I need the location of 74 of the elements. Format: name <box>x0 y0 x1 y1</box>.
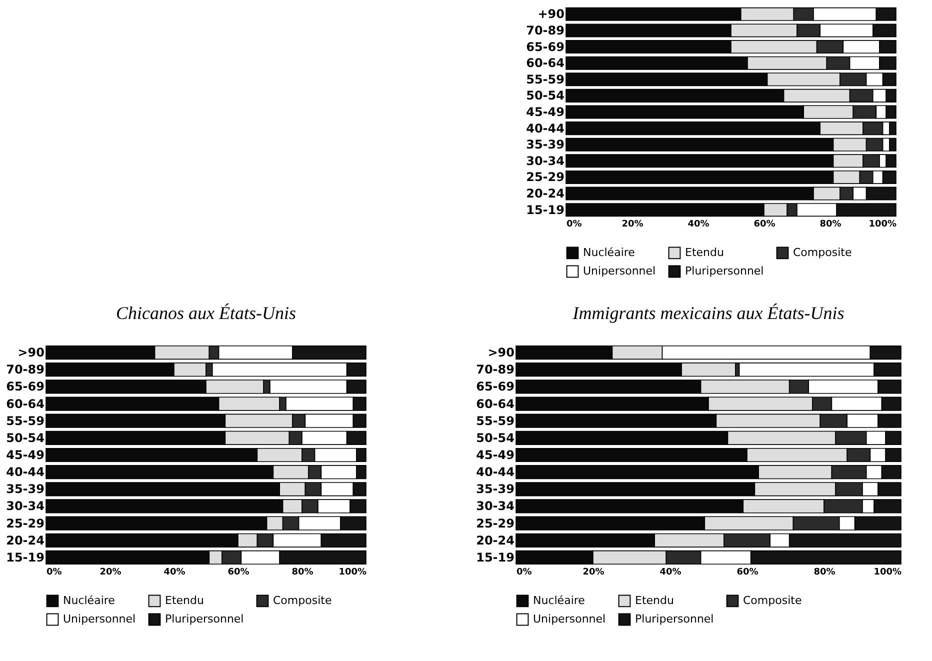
y-tick-label: 25-29 <box>526 170 564 184</box>
legend-label: Unipersonnel <box>533 612 606 626</box>
y-tick-label: 50-54 <box>6 430 44 445</box>
legend-label: Etendu <box>165 594 204 607</box>
legend-label: Nucléaire <box>533 594 586 607</box>
legend-label: Etendu <box>635 594 674 607</box>
x-tick-label: 80% <box>814 568 836 578</box>
x-tick-label: 60% <box>736 568 758 578</box>
legend-label: Etendu <box>685 246 724 259</box>
legend-label: Nucléaire <box>63 594 116 607</box>
x-tick-label: 100% <box>868 220 896 230</box>
x-tick-label: 20% <box>582 568 604 578</box>
y-tick-label: 70-89 <box>526 23 564 38</box>
x-tick-label: 0% <box>566 220 582 230</box>
x-tick-label: 40% <box>688 220 710 230</box>
y-tick-label: 40-44 <box>526 121 564 136</box>
y-tick-label: >90 <box>488 346 514 360</box>
x-tick-label: 20% <box>100 568 122 578</box>
y-tick-label: 50-54 <box>476 430 514 445</box>
x-tick-label: 60% <box>754 220 776 230</box>
y-tick-label: 35-39 <box>526 138 564 152</box>
y-tick-label: 65-69 <box>6 380 44 394</box>
y-tick-label: 60-64 <box>6 396 44 411</box>
legend-label: Pluripersonnel <box>635 612 714 626</box>
y-tick-label: 60-64 <box>476 396 514 411</box>
y-tick-label: 70-89 <box>476 362 514 377</box>
y-tick-label: 45-49 <box>526 105 564 119</box>
y-tick-label: 25-29 <box>476 516 514 530</box>
legend-label: Composite <box>793 246 852 259</box>
y-tick-label: 30-34 <box>6 499 44 514</box>
y-tick-label: 70-89 <box>6 362 44 377</box>
y-tick-label: 35-39 <box>476 482 514 496</box>
y-tick-label: 20-24 <box>526 186 564 201</box>
x-tick-label: 20% <box>622 220 644 230</box>
legend-label: Nucléaire <box>583 246 636 259</box>
y-tick-label: 15-19 <box>6 550 44 564</box>
y-tick-label: 15-19 <box>476 550 514 564</box>
x-tick-label: 80% <box>820 220 842 230</box>
legend-label: Pluripersonnel <box>165 612 244 626</box>
x-tick-label: 40% <box>660 568 682 578</box>
y-tick-label: 50-54 <box>526 88 564 103</box>
legend-label: Unipersonnel <box>583 264 656 278</box>
y-tick-label: 15-19 <box>526 202 564 217</box>
y-tick-label: 65-69 <box>476 380 514 394</box>
y-tick-label: 60-64 <box>526 56 564 70</box>
x-tick-label: 40% <box>164 568 186 578</box>
chart-title: Chicanos aux États-Unis <box>116 303 296 323</box>
y-tick-label: 40-44 <box>6 465 44 480</box>
y-tick-label: 40-44 <box>476 465 514 480</box>
y-tick-label: 30-34 <box>476 499 514 514</box>
y-tick-label: 55-59 <box>6 414 44 428</box>
y-tick-label: +90 <box>538 7 564 22</box>
y-tick-label: 30-34 <box>526 154 564 168</box>
x-tick-label: 60% <box>228 568 250 578</box>
x-tick-label: 0% <box>46 568 62 578</box>
legend-label: Pluripersonnel <box>685 264 764 278</box>
y-tick-label: 20-24 <box>6 533 44 548</box>
y-tick-label: 45-49 <box>6 448 44 462</box>
y-tick-label: >90 <box>18 346 44 360</box>
y-tick-label: 25-29 <box>6 516 44 530</box>
y-tick-label: 35-39 <box>6 482 44 496</box>
chart-title: Immigrants mexicains aux États-Unis <box>572 303 844 323</box>
legend-label: Unipersonnel <box>63 612 136 626</box>
x-tick-label: 100% <box>874 568 902 578</box>
legend-label: Composite <box>743 594 802 607</box>
legend-label: Composite <box>273 594 332 607</box>
x-tick-label: 80% <box>292 568 314 578</box>
y-tick-label: 55-59 <box>476 414 514 428</box>
x-tick-label: 0% <box>516 568 532 578</box>
y-tick-label: 45-49 <box>476 448 514 462</box>
y-tick-label: 65-69 <box>526 40 564 54</box>
x-tick-label: 100% <box>338 568 366 578</box>
y-tick-label: 20-24 <box>476 533 514 548</box>
y-tick-label: 55-59 <box>526 72 564 86</box>
